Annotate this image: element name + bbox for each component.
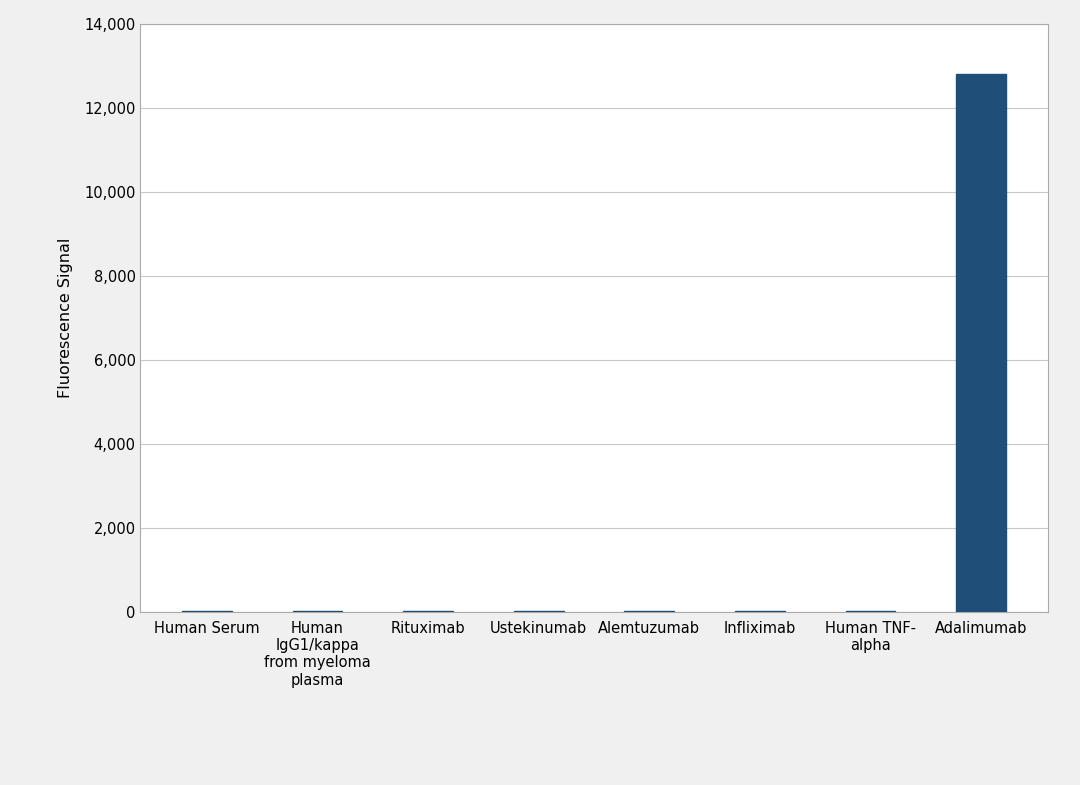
Bar — [514, 611, 564, 612]
Bar — [956, 74, 1007, 612]
Bar — [181, 611, 232, 612]
Bar — [293, 611, 342, 612]
Y-axis label: Fluorescence Signal: Fluorescence Signal — [58, 238, 73, 398]
Bar — [624, 611, 674, 612]
Bar — [735, 611, 785, 612]
